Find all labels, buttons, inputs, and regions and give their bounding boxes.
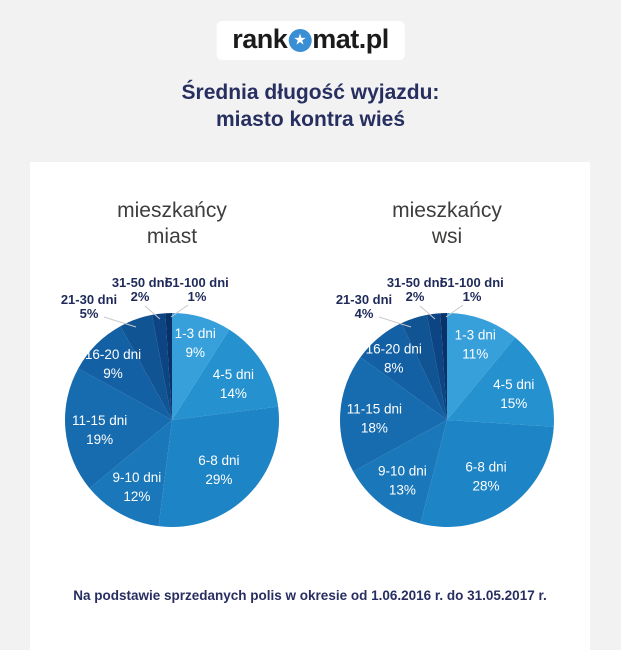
slice-label: 11-15 dni: [347, 401, 402, 416]
pie-slice-6-8-dni: [158, 406, 280, 528]
logo-text-pre: rank: [232, 24, 288, 54]
rankomat-logo: rank mat.pl: [216, 21, 405, 60]
logo-text: rank mat.pl: [232, 26, 389, 53]
pie-slice-4-5-dni: [172, 329, 279, 420]
chart-title-miast: mieszkańcy miast: [32, 198, 312, 250]
slice-label: 21-30 dni: [336, 292, 392, 307]
slice-percent: 2%: [406, 289, 425, 304]
leader-line: [170, 304, 189, 318]
slice-percent: 8%: [384, 361, 404, 376]
pie-slice-9-10-dni: [89, 420, 172, 527]
slice-percent: 9%: [103, 366, 123, 381]
leader-line: [103, 316, 137, 328]
pie-chart-miast: 1-3 dni 9% 4-5 dni 14% 6-8 dni 29% 9-10 dni 12%…: [61, 275, 280, 528]
slice-label: 4-5 dni: [213, 367, 254, 382]
slice-percent: 28%: [472, 479, 499, 494]
slice-percent: 12%: [123, 489, 150, 504]
slice-percent: 5%: [80, 306, 99, 321]
slice-label: 16-20 dni: [85, 347, 141, 362]
slice-percent: 9%: [186, 345, 206, 360]
pie-slice-9-10-dni: [353, 420, 447, 524]
slice-label: 1-3 dni: [175, 326, 216, 341]
chart-title-wsi-line2: wsi: [431, 225, 463, 248]
leader-line: [144, 305, 161, 320]
pie-slice-1-3-dni: [447, 313, 516, 420]
logo-text-post: mat.pl: [312, 24, 389, 54]
slice-percent: 29%: [205, 472, 232, 487]
pie-slice-31-50-dni: [426, 313, 447, 420]
slice-percent: 19%: [86, 432, 113, 447]
chart-title-miast-line1: mieszkańcy: [117, 199, 227, 222]
slice-label: 6-8 dni: [198, 453, 239, 468]
pie-slice-11-15-dni: [65, 368, 172, 489]
slice-label: 31-50 dni: [387, 275, 443, 290]
pie-slice-16-20-dni: [78, 326, 172, 420]
slice-percent: 11%: [462, 347, 488, 362]
pie-chart-wsi: 1-3 dni 11% 4-5 dni 15% 6-8 dni 28% 9-10 dni 13…: [336, 275, 555, 528]
leader-line: [445, 304, 464, 318]
slice-percent: 13%: [389, 483, 416, 498]
slice-label: 21-30 dni: [61, 292, 117, 307]
pie-slice-6-8-dni: [420, 420, 554, 528]
page-title-line1: Średnia długość wyjazdu:: [181, 81, 440, 104]
pie-slice-51-100-dni: [165, 313, 172, 420]
slice-percent: 1%: [463, 289, 482, 304]
slice-label: 1-3 dni: [455, 328, 496, 343]
slice-label: 51-100 dni: [440, 275, 504, 290]
slice-percent: 1%: [188, 289, 207, 304]
slice-percent: 4%: [355, 306, 374, 321]
slice-percent: 15%: [500, 396, 527, 411]
chart-title-wsi: mieszkańcy wsi: [307, 198, 587, 250]
pie-slice-21-30-dni: [401, 314, 447, 420]
page-title: Średnia długość wyjazdu: miasto kontra w…: [0, 79, 621, 133]
slice-label: 4-5 dni: [493, 377, 534, 392]
slice-label: 9-10 dni: [378, 464, 427, 479]
pie-slice-11-15-dni: [340, 357, 447, 472]
footer-note: Na podstawie sprzedanych polis w okresie…: [73, 588, 547, 603]
leader-line: [378, 316, 412, 328]
pie-slice-4-5-dni: [447, 337, 555, 427]
slice-percent: 2%: [131, 289, 150, 304]
slice-percent: 14%: [220, 386, 247, 401]
slice-label: 16-20 dni: [366, 342, 422, 357]
slice-label: 6-8 dni: [465, 460, 506, 475]
chart-title-wsi-line1: mieszkańcy: [392, 199, 502, 222]
pie-slice-31-50-dni: [151, 313, 172, 420]
slice-label: 11-15 dni: [72, 413, 127, 428]
slice-label: 31-50 dni: [112, 275, 168, 290]
slice-label: 9-10 dni: [113, 470, 162, 485]
page-title-line2: miasto kontra wieś: [215, 108, 406, 131]
leader-line: [419, 305, 436, 320]
star-icon: [288, 29, 312, 52]
pie-slice-51-100-dni: [440, 313, 447, 420]
chart-title-miast-line2: miast: [146, 225, 198, 248]
pie-slice-21-30-dni: [120, 314, 172, 420]
slice-percent: 18%: [361, 420, 388, 435]
pie-slice-16-20-dni: [360, 323, 447, 420]
slice-label: 51-100 dni: [165, 275, 229, 290]
pie-slice-1-3-dni: [172, 313, 230, 420]
